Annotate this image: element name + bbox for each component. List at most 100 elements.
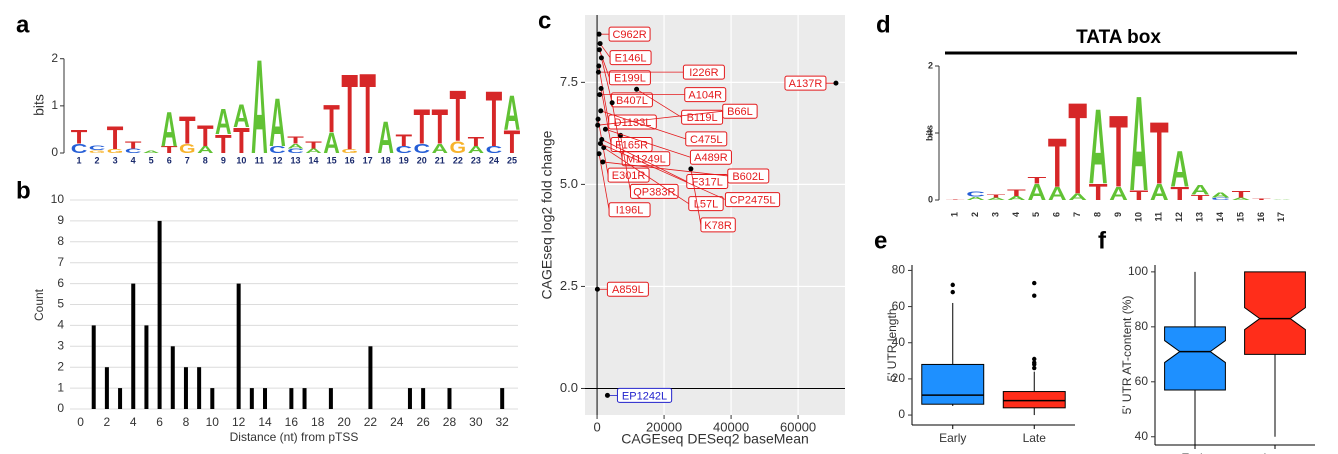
label-box [610,92,653,108]
x-tick-label: 2 [970,212,980,217]
x-tick-label: 3 [990,212,1000,217]
label-box [684,87,727,103]
logo-letter: T [1130,187,1150,203]
point-label: E301R [612,170,646,182]
x-tick-label: Late [1023,431,1047,445]
x-tick-label: 16 [345,155,355,165]
logo-letter: T [215,131,232,160]
logo-letter: T [1027,176,1046,187]
box [1164,326,1226,391]
y-tick-label: 2 [57,359,64,373]
y-tick-label: 80 [892,263,906,277]
y-tick-label: 100 [1128,264,1148,278]
point-label: E146L [615,52,647,64]
point [833,80,839,86]
x-tick-label: 15 [327,155,337,165]
label-leader [605,128,691,158]
y-axis-label: bits [31,94,47,116]
panel-label: d [876,11,891,38]
logo-letter: T [987,193,1007,198]
x-tick-label: 8 [1092,212,1102,217]
logo-letter: A [305,147,322,155]
logo-letter: A [1048,184,1067,205]
label-box [727,168,770,184]
x-tick-label: 16 [285,415,299,429]
x-tick-label: 19 [399,155,409,165]
outlier [1032,293,1037,298]
logo-letter: A [432,142,450,157]
x-tick-label: 3 [113,155,118,165]
point [600,159,606,165]
x-tick-label: Early [1181,451,1208,454]
x-tick-label: 4 [130,415,137,429]
point-label: I196L [616,205,644,217]
x-tick-label: 14 [309,155,319,165]
y-tick-label: 60 [892,299,906,313]
x-tick-label: 26 [416,415,430,429]
label-leader [636,88,682,118]
point-label: L57L [694,199,718,211]
x-tick-label: 32 [496,415,510,429]
bar [197,367,202,409]
logo-letter: C [89,144,106,152]
y-tick-label: 40 [1135,429,1149,443]
x-tick-label: 12 [272,155,282,165]
label-leader [600,110,686,140]
logo-letter: T [1007,188,1026,199]
x-tick-label: 60000 [780,419,816,434]
x-tick-label: 16 [1256,212,1266,222]
point [598,85,604,91]
x-tick-label: 30 [469,415,483,429]
y-tick-label: 40 [892,335,906,349]
y-tick-label: 2 [51,51,58,65]
logo-letter: A [1027,179,1046,205]
label-box [606,281,649,297]
logo-letter: A [1068,192,1087,203]
logo-letter: T [161,145,178,156]
x-tick-label: 24 [489,155,499,165]
label-leader [611,102,623,159]
point-label: B407L [616,95,648,107]
label-leader [600,143,726,200]
logo-letter: T [1109,95,1128,209]
logo-letter: C [125,147,142,155]
y-tick-label: 1 [928,127,933,137]
x-tick-label: 8 [183,415,190,429]
x-tick-label: 40000 [713,419,749,434]
logo-letter: T [468,135,485,150]
point-label: B602L [732,171,764,183]
point [609,100,615,106]
x-tick-label: 7 [185,155,190,165]
point [595,69,601,75]
logo-letter: A [161,102,178,157]
y-tick-label: 0.0 [560,380,578,395]
logo-letter: A [1232,197,1253,201]
y-tick-label: 1 [51,98,58,112]
logo-letter: A [1089,88,1108,208]
logo-letter: T [1089,179,1108,205]
y-tick-label: 6 [57,276,64,290]
label-leader [601,57,612,100]
point-label: I226R [689,67,718,79]
logo-letter: C [395,145,412,156]
x-tick-label: 0 [77,415,84,429]
x-tick-label: 22 [453,155,463,165]
logo-letter: T [341,53,358,173]
point-label: EP1242L [622,390,667,402]
panel-label: b [16,177,31,204]
bar [210,388,215,409]
bar [328,388,333,409]
x-tick-label: Early [939,431,966,445]
label-leader [602,161,728,177]
point [594,286,600,292]
x-tick-label: 20 [337,415,351,429]
point [596,47,602,53]
x-tick-label: 12 [232,415,246,429]
logo-letter: C [287,147,304,155]
x-tick-label: 13 [290,155,300,165]
y-axis-label: 5' UTR AT-content (%) [1120,296,1134,415]
y-axis-label: CAGEseq log2 fold change [539,130,555,299]
x-tick-label: 10 [206,415,220,429]
y-tick-label: 7 [57,255,64,269]
y-tick-label: 10 [51,192,65,206]
